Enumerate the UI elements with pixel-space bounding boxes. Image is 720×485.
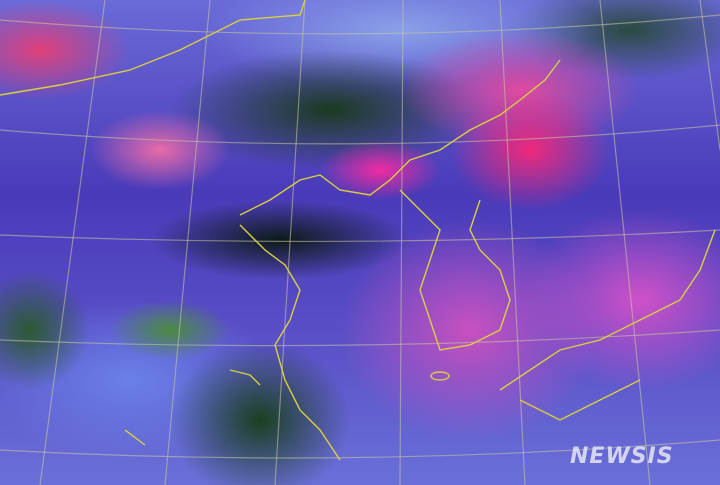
coastlines	[0, 0, 716, 461]
newsis-watermark: NEWSIS	[570, 444, 674, 469]
